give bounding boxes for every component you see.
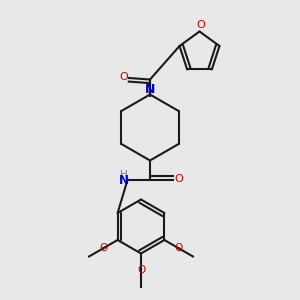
Text: O: O (137, 265, 145, 275)
Text: H: H (120, 170, 128, 180)
Text: O: O (174, 174, 183, 184)
Text: N: N (119, 173, 129, 187)
Text: O: O (99, 243, 107, 253)
Text: O: O (119, 72, 128, 82)
Text: O: O (175, 243, 183, 253)
Text: N: N (145, 82, 155, 96)
Text: O: O (196, 20, 206, 30)
